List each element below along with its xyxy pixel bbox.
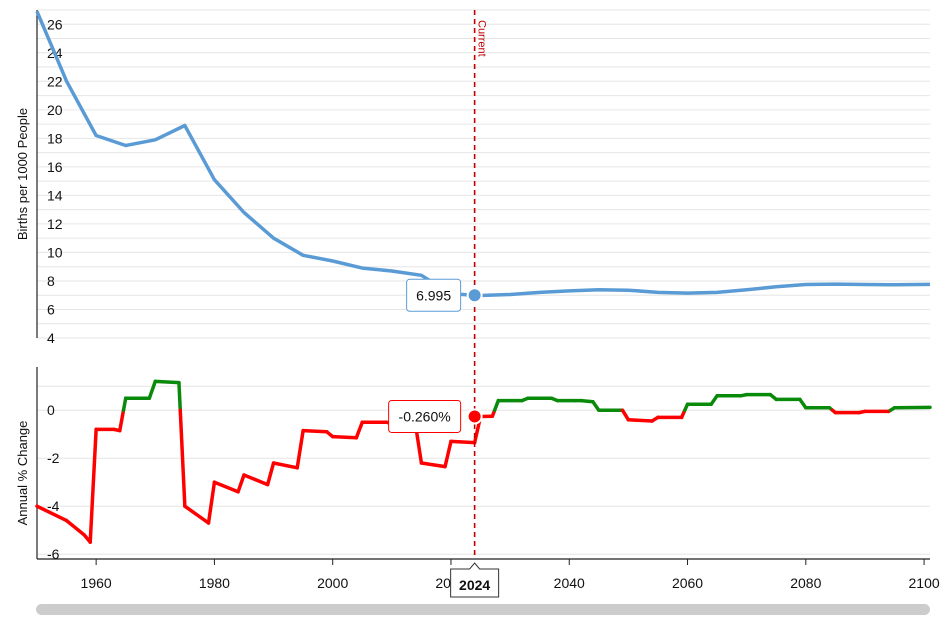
top-panel-grid	[37, 9, 930, 339]
annual-change-segment	[626, 418, 654, 423]
annual-change-segment	[177, 380, 183, 412]
annual-change-segment	[183, 504, 211, 525]
current-year-label: Current	[476, 20, 488, 57]
bottom-y-tick-label: -4	[47, 498, 60, 514]
top-y-tick-label: 10	[47, 244, 63, 260]
top-y-tick-label: 18	[47, 130, 63, 146]
annual-change-segment	[35, 504, 69, 523]
top-y-tick-label: 20	[47, 102, 63, 118]
current-year-badge: 2024	[450, 562, 500, 598]
x-tick-label: 2000	[317, 575, 348, 591]
x-axis-ticks: 19601980200020202040206020802100	[81, 559, 940, 591]
annual-change-series	[35, 379, 932, 544]
x-tick-label: 1980	[199, 575, 230, 591]
annual-change-segment	[265, 461, 276, 487]
current-year-badge-text: 2024	[459, 577, 490, 593]
annual-change-segment	[579, 398, 595, 404]
x-tick-label: 2080	[790, 575, 821, 591]
annual-change-segment	[354, 420, 365, 440]
birth-rate-tooltip: 6.995	[406, 278, 462, 312]
current-year-badge-box	[450, 562, 500, 598]
top-y-axis-title: Births per 1000 People	[15, 108, 30, 240]
annual-change-segment	[147, 379, 158, 400]
bottom-panel-grid	[37, 385, 930, 555]
bottom-y-tick-label: -6	[47, 546, 60, 562]
annual-change-segment	[271, 461, 299, 470]
top-y-tick-label: 22	[47, 73, 63, 89]
annual-change-segment	[295, 428, 305, 470]
annual-change-segment	[443, 439, 453, 469]
top-y-tick-label: 12	[47, 216, 63, 232]
annual-change-tooltip-box	[388, 399, 462, 433]
annual-change-segment	[212, 480, 240, 494]
annual-change-segment	[206, 480, 217, 525]
top-y-tick-label: 26	[47, 16, 63, 32]
annual-change-segment	[301, 428, 329, 434]
annual-change-segment	[121, 396, 128, 412]
birth-rate-tooltip-value: 6.995	[416, 287, 451, 303]
bottom-y-tick-label: 0	[47, 402, 55, 418]
birth-rate-hover-point[interactable]	[466, 287, 483, 304]
annual-change-segment	[153, 379, 181, 385]
bottom-y-axis-title: Annual % Change	[15, 421, 30, 526]
annual-change-tooltip: -0.260%	[388, 399, 462, 433]
top-y-tick-label: 14	[47, 187, 63, 203]
top-y-tick-label: 8	[47, 273, 55, 289]
x-tick-label: 2060	[672, 575, 703, 591]
annual-change-segment	[236, 473, 246, 494]
annual-change-segment	[118, 408, 126, 433]
annual-change-segment	[419, 461, 447, 469]
bottom-y-ticks: -6 -4 -2 0	[47, 402, 60, 562]
annual-change-segment	[178, 408, 187, 508]
top-y-tick-label: 4	[47, 330, 55, 346]
annual-change-segment	[64, 518, 81, 532]
annual-change-hover-point[interactable]	[466, 408, 483, 425]
annual-change-segment	[449, 439, 477, 445]
annual-change-segment	[330, 434, 359, 440]
birth-rate-tooltip-box	[406, 278, 462, 312]
horizontal-scrollbar[interactable]	[36, 604, 930, 615]
x-tick-label: 2040	[554, 575, 585, 591]
annual-change-segment	[620, 408, 631, 422]
annual-change-tooltip-value: -0.260%	[399, 408, 451, 424]
x-tick-label: 2100	[909, 575, 940, 591]
top-y-tick-label: 16	[47, 159, 63, 175]
x-tick-label: 1960	[81, 575, 112, 591]
annual-change-segment	[242, 473, 270, 487]
top-y-tick-label: 6	[47, 301, 55, 317]
annual-change-segment	[88, 427, 98, 544]
bottom-y-tick-label: -2	[47, 450, 60, 466]
